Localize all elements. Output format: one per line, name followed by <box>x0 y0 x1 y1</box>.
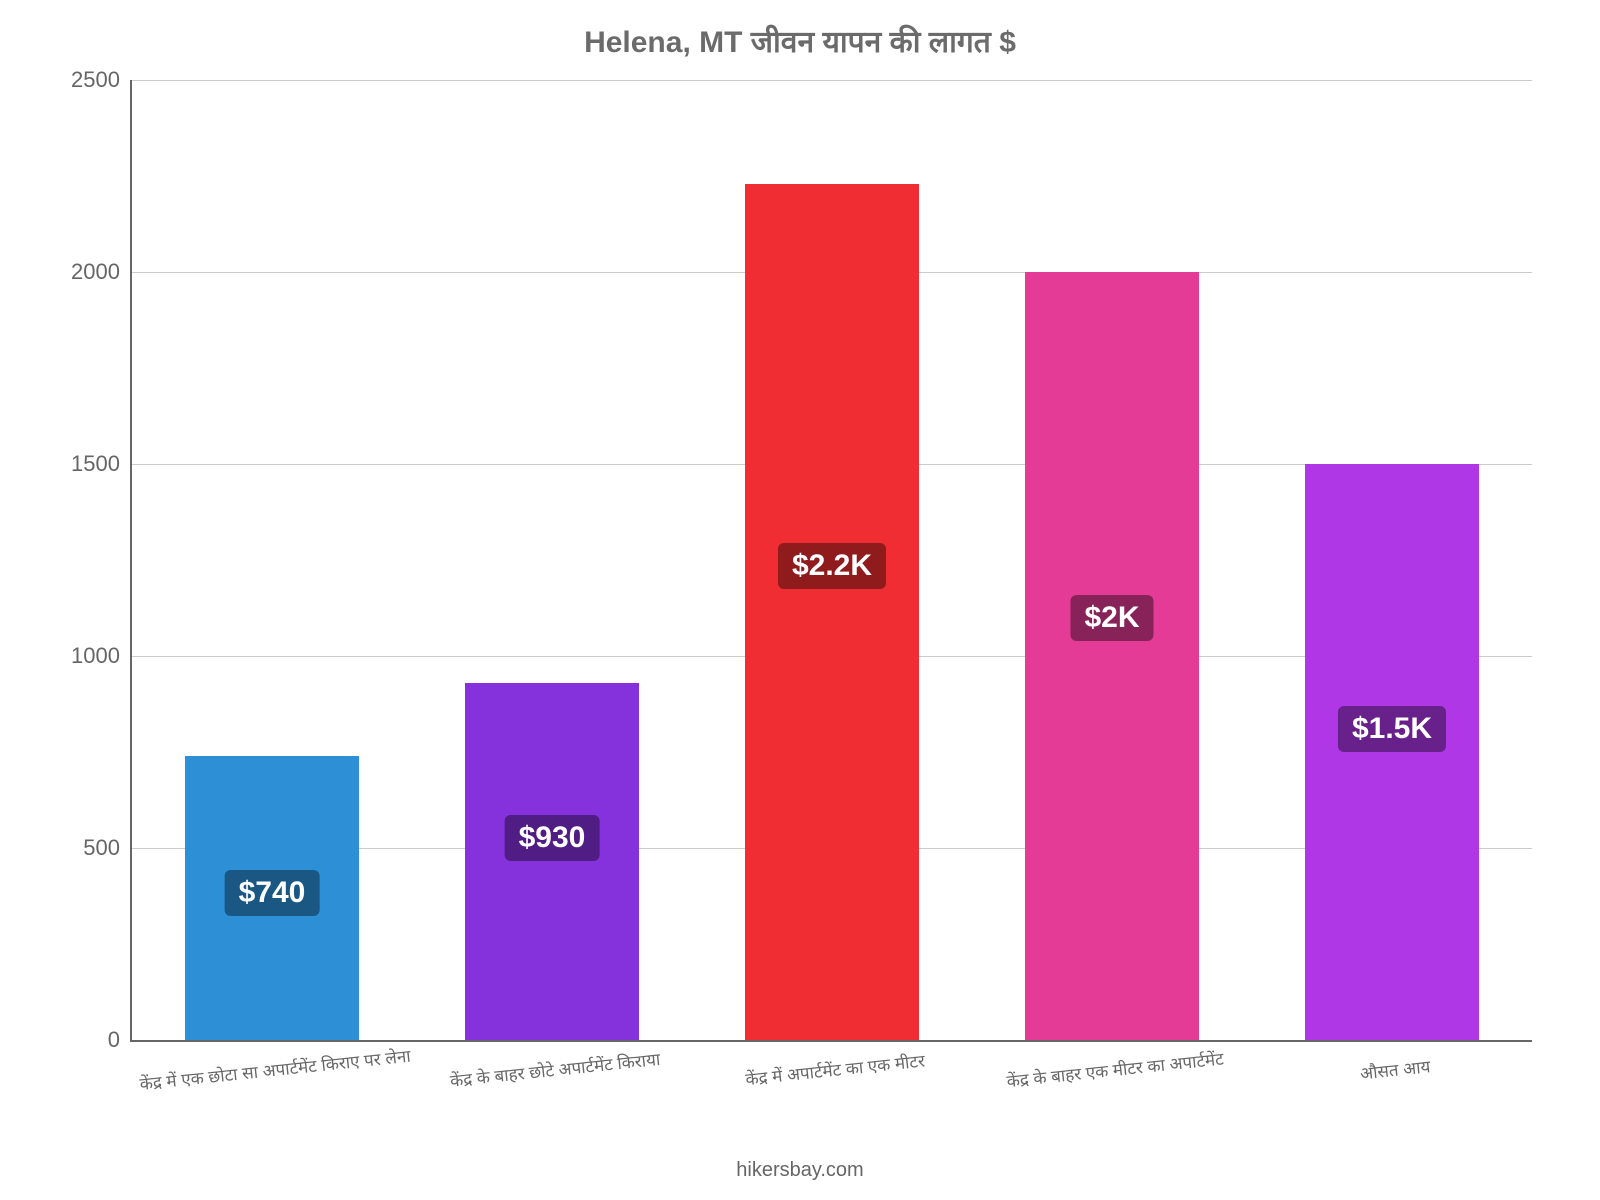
y-tick-label: 2000 <box>71 259 132 285</box>
y-tick-label: 2500 <box>71 67 132 93</box>
bar: $2K <box>1025 272 1199 1040</box>
y-tick-label: 0 <box>108 1027 132 1053</box>
y-tick-label: 1000 <box>71 643 132 669</box>
bar: $1.5K <box>1305 464 1479 1040</box>
y-tick-label: 1500 <box>71 451 132 477</box>
chart-source: hikersbay.com <box>0 1159 1600 1182</box>
gridline <box>132 80 1532 81</box>
chart-container: Helena, MT जीवन यापन की लागत $ 050010001… <box>0 0 1600 1200</box>
bar-value-label: $740 <box>225 870 320 916</box>
bar-value-label: $930 <box>505 815 600 861</box>
bar-value-label: $1.5K <box>1338 706 1446 752</box>
y-tick-label: 500 <box>83 835 132 861</box>
bar: $930 <box>465 683 639 1040</box>
bar: $2.2K <box>745 184 919 1040</box>
bar: $740 <box>185 756 359 1040</box>
bar-value-label: $2K <box>1070 595 1153 641</box>
plot-area: 05001000150020002500$740केंद्र में एक छो… <box>130 80 1532 1042</box>
bar-value-label: $2.2K <box>778 543 886 589</box>
chart-title: Helena, MT जीवन यापन की लागत $ <box>0 20 1600 61</box>
